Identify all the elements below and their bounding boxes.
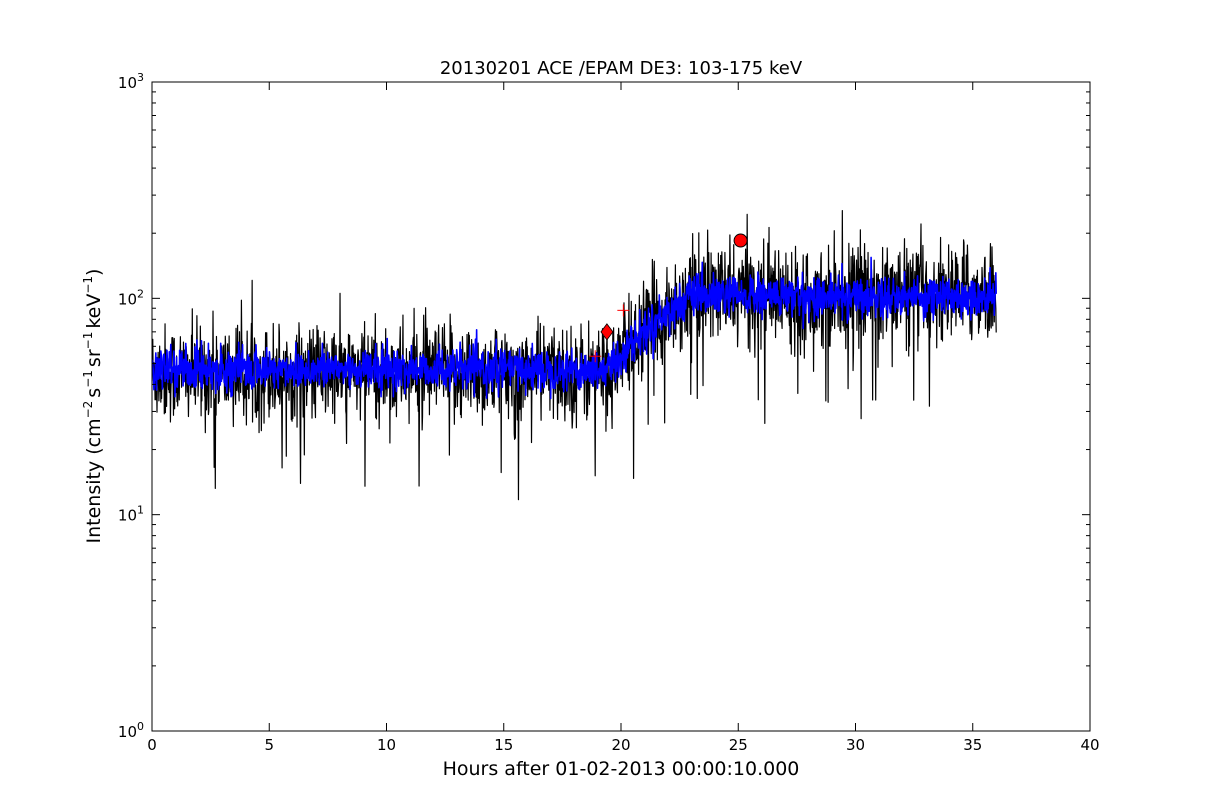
chart-title: 20130201 ACE /EPAM DE3: 103-175 keV xyxy=(440,58,803,79)
svg-text:Intensity (cm−2s−1sr−1keV−1): Intensity (cm−2s−1sr−1keV−1) xyxy=(81,269,105,544)
x-axis-label: Hours after 01-02-2013 00:00:10.000 xyxy=(443,758,800,780)
x-tick-label: 15 xyxy=(494,736,513,754)
x-tick-label: 25 xyxy=(729,736,748,754)
series-line-0 xyxy=(152,209,997,501)
series-line-1 xyxy=(152,256,997,400)
marker-diamond xyxy=(600,323,614,341)
marker-circle xyxy=(733,233,748,248)
x-tick-label: 35 xyxy=(963,736,982,754)
x-tick-label: 30 xyxy=(846,736,865,754)
x-tick-label: 40 xyxy=(1080,736,1099,754)
y-tick-label: 100 xyxy=(118,720,144,741)
x-tick-label: 10 xyxy=(377,736,396,754)
x-tick-label: 5 xyxy=(264,736,274,754)
y-tick-label: 101 xyxy=(118,504,144,525)
y-tick-label: 102 xyxy=(118,287,144,308)
x-tick-label: 20 xyxy=(611,736,630,754)
y-tick-label: 103 xyxy=(118,71,144,92)
y-axis-label: Intensity (cm−2s−1sr−1keV−1) xyxy=(81,269,105,544)
marker-plus xyxy=(617,304,630,317)
marker-plus xyxy=(589,350,602,363)
x-tick-label: 0 xyxy=(147,736,157,754)
